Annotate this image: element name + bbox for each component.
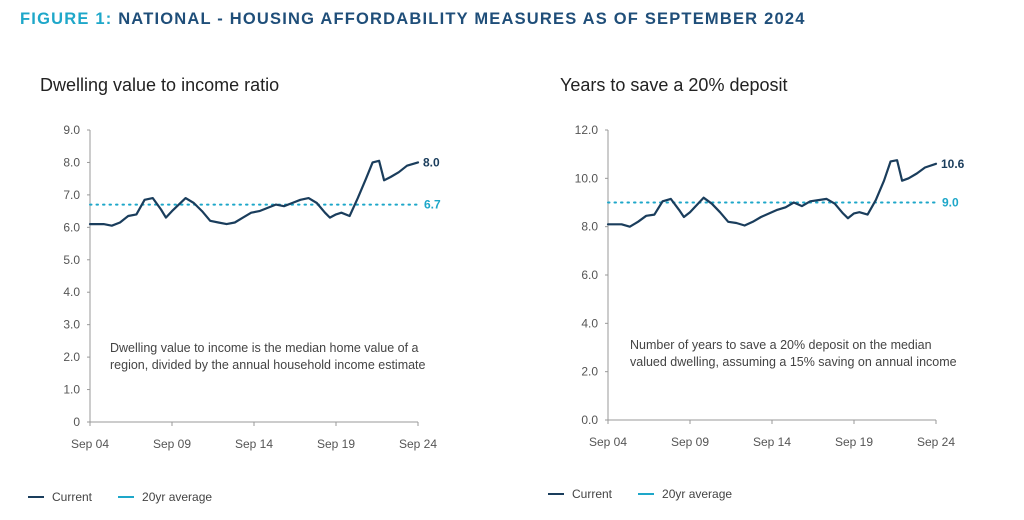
figure-label: FIGURE 1: [20, 10, 113, 28]
legend-swatch-average [118, 496, 135, 498]
chart-title: Dwelling value to income ratio [40, 75, 280, 95]
y-tick-label: 1.0 [63, 383, 80, 397]
legend-swatch-current [28, 496, 44, 498]
x-tick-label: Sep 04 [589, 435, 627, 449]
legend-item-current: Current [548, 487, 612, 501]
y-tick-label: 12.0 [575, 123, 599, 137]
y-tick-label: 9.0 [63, 123, 80, 137]
series-line-current [606, 159, 938, 228]
chart-annotation: Number of years to save a 20% deposit on… [630, 338, 932, 352]
series-line-current [88, 159, 420, 227]
legend-item-average: 20yr average [118, 490, 212, 504]
chart-panel-years-deposit: Years to save a 20% deposit 0.0 2.0 4.0 6.0… [560, 70, 1024, 520]
y-tick-label: 0 [73, 415, 80, 429]
legend-left: Current 20yr average [28, 490, 238, 504]
current-end-label: 8.0 [423, 155, 440, 169]
y-tick-label: 0.0 [581, 413, 598, 427]
y-tick-label: 8.0 [581, 220, 598, 234]
chart-annotation: region, divided by the annual household … [110, 358, 426, 372]
chart-svg-dwelling-ratio: 0 1.0 2.0 3.0 4.0 5.0 6.0 7.0 8.0 9.0 Sep 04 Sep 09… [63, 123, 441, 451]
y-tick-label: 3.0 [63, 318, 80, 332]
current-end-label: 10.6 [941, 157, 965, 171]
y-tick-label: 10.0 [575, 171, 599, 185]
legend-label-current: Current [572, 487, 613, 501]
chart-annotation: Dwelling value to income is the median h… [110, 341, 419, 355]
y-tick-label: 4.0 [581, 316, 598, 330]
y-tick-label: 2.0 [581, 365, 598, 379]
y-tick-label: 2.0 [63, 350, 80, 364]
legend-item-current: Current [28, 490, 92, 504]
chart-title: Years to save a 20% deposit [560, 75, 788, 95]
legend-swatch-current [548, 493, 564, 495]
chart-panel-dwelling-ratio: Dwelling value to income ratio 0 1.0 2.0 3.… [40, 70, 510, 520]
legend-label-average: 20yr average [142, 490, 213, 504]
x-tick-label: Sep 14 [753, 435, 791, 449]
legend-item-average: 20yr average [638, 487, 732, 501]
chart-annotation: valued dwelling, assuming a 15% saving o… [630, 355, 957, 369]
y-tick-label: 5.0 [63, 253, 80, 267]
y-tick-label: 4.0 [63, 285, 80, 299]
average-value-label: 6.7 [424, 198, 441, 212]
x-tick-label: Sep 04 [71, 437, 109, 451]
y-tick-label: 7.0 [63, 188, 80, 202]
y-tick-label: 8.0 [63, 155, 80, 169]
x-tick-label: Sep 24 [917, 435, 955, 449]
y-tick-label: 6.0 [581, 268, 598, 282]
chart-svg-years-deposit: 0.0 2.0 4.0 6.0 8.0 10.0 12.0 Sep 04 Sep 09 Sep 1… [575, 123, 965, 449]
legend-label-average: 20yr average [662, 487, 733, 501]
x-tick-label: Sep 19 [317, 437, 355, 451]
figure-title: FIGURE 1: NATIONAL - HOUSING AFFORDABILI… [20, 10, 806, 29]
figure-title-text: NATIONAL - HOUSING AFFORDABILITY MEASURE… [118, 10, 806, 28]
x-tick-label: Sep 19 [835, 435, 873, 449]
legend-right: Current 20yr average [548, 487, 758, 501]
x-tick-label: Sep 24 [399, 437, 437, 451]
x-tick-label: Sep 09 [153, 437, 191, 451]
y-tick-label: 6.0 [63, 220, 80, 234]
average-value-label: 9.0 [942, 196, 959, 210]
legend-label-current: Current [52, 490, 93, 504]
x-tick-label: Sep 09 [671, 435, 709, 449]
legend-swatch-average [638, 493, 655, 495]
x-tick-label: Sep 14 [235, 437, 273, 451]
